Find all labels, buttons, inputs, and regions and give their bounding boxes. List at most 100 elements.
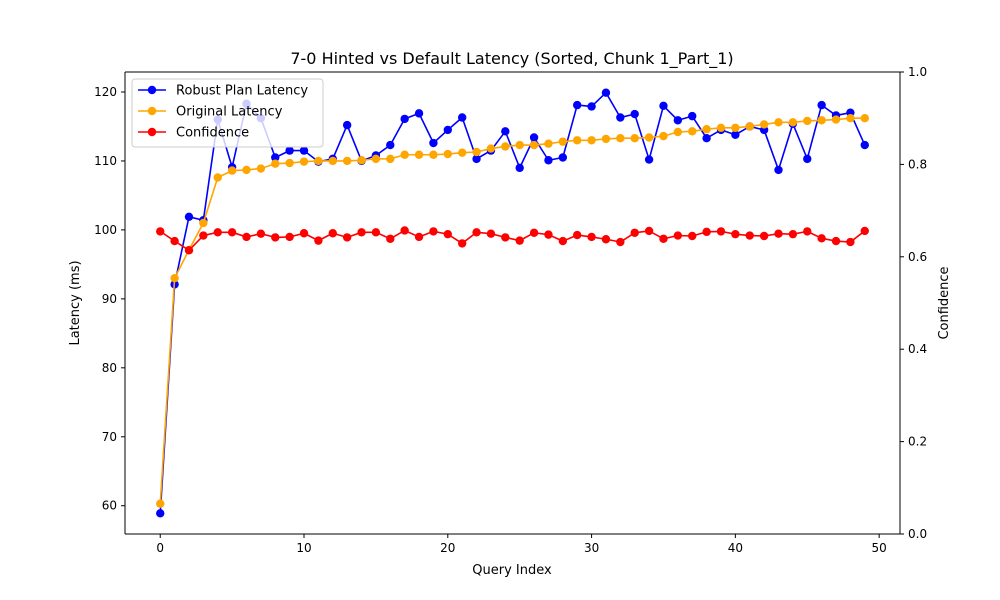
robust-plan-latency-point (702, 134, 711, 143)
y-tick-label: 90 (102, 292, 117, 306)
y-axis-label: Latency (ms) (68, 260, 83, 345)
confidence-point (184, 246, 194, 255)
y2-tick-label: 1.0 (908, 65, 927, 79)
original-latency-point (817, 116, 826, 125)
original-latency-point (357, 156, 366, 165)
confidence-point (357, 228, 366, 237)
legend-item-robust-plan-latency: Robust Plan Latency (138, 84, 308, 99)
confidence-point (544, 230, 553, 239)
robust-plan-latency-point (558, 153, 568, 162)
original-latency-point (702, 125, 711, 134)
y-axis-ticks: 60 70 80 90 100 110 120 (94, 85, 125, 513)
confidence-point (400, 226, 409, 235)
original-latency-point (745, 122, 754, 131)
robust-plan-latency-point (860, 140, 869, 150)
robust-plan-latency-point (386, 140, 395, 150)
confidence-point (501, 233, 510, 242)
original-latency-point (285, 158, 294, 168)
confidence-point (486, 229, 496, 238)
confidence-point (328, 229, 337, 238)
confidence-point (731, 229, 740, 239)
confidence-point (587, 232, 596, 242)
original-latency-point (573, 136, 582, 145)
y2-axis-ticks: 0.0 0.2 0.4 0.6 0.8 1.0 (900, 65, 927, 541)
confidence-point (846, 237, 855, 247)
robust-plan-latency-point (457, 113, 467, 122)
original-latency-point (774, 118, 783, 127)
original-latency-point (256, 164, 266, 173)
robust-plan-latency-point (472, 154, 481, 164)
original-latency-point (242, 165, 251, 175)
y2-tick-label: 0.6 (908, 250, 927, 264)
legend-swatch-marker (147, 85, 157, 95)
robust-plan-latency-point (443, 125, 452, 135)
y-tick-label: 60 (102, 499, 117, 513)
original-latency-point (630, 134, 639, 143)
confidence-point (227, 228, 237, 237)
series-robust-plan-latency (156, 88, 869, 518)
confidence-point (817, 234, 826, 243)
confidence-point (644, 226, 654, 236)
original-latency-point (644, 133, 654, 142)
confidence-point (170, 236, 179, 246)
original-latency-point (429, 150, 438, 159)
y2-tick-label: 0.8 (908, 157, 927, 171)
y-tick-label: 120 (94, 85, 117, 99)
confidence-point (314, 236, 323, 245)
robust-plan-latency-point (616, 113, 625, 122)
robust-plan-latency-point (515, 163, 524, 173)
original-latency-point (616, 134, 625, 143)
confidence-point (429, 227, 438, 236)
confidence-point (702, 227, 711, 237)
confidence-point (156, 227, 165, 236)
x-axis-label: Query Index (472, 563, 552, 578)
original-latency-point (831, 115, 841, 124)
confidence-point (659, 234, 668, 243)
robust-plan-latency-point (688, 111, 697, 121)
legend: Robust Plan Latency Original Latency Confi… (131, 78, 324, 148)
robust-plan-latency-point (501, 127, 510, 136)
original-latency-point (314, 156, 323, 166)
confidence-point (558, 236, 568, 246)
robust-plan-latency-point (573, 100, 582, 110)
series-original-latency (156, 114, 869, 508)
y2-tick-label: 0.2 (908, 435, 927, 449)
original-latency-point (328, 156, 337, 166)
robust-plan-latency-point (429, 138, 438, 148)
x-tick-label: 10 (296, 541, 311, 555)
original-latency-point (803, 116, 812, 126)
robust-plan-latency-point (184, 212, 194, 222)
legend-item-original-latency: Original Latency (138, 105, 283, 120)
robust-plan-latency-point (400, 114, 409, 124)
confidence-point (199, 231, 208, 240)
original-latency-point (673, 127, 683, 137)
confidence-point (371, 228, 381, 237)
y2-tick-label: 0.4 (908, 342, 927, 356)
confidence-point (299, 229, 309, 238)
legend-swatch-marker (147, 127, 157, 137)
original-latency-point (759, 120, 769, 129)
confidence-point (759, 231, 769, 241)
original-latency-point (457, 148, 467, 157)
original-latency-point (558, 137, 568, 146)
x-tick-label: 20 (440, 541, 455, 555)
series-layer (156, 88, 869, 518)
original-latency-point (213, 173, 222, 182)
confidence-line (159, 229, 866, 252)
original-latency-point (271, 159, 280, 168)
x-tick-label: 50 (872, 541, 887, 555)
confidence-point (716, 227, 726, 236)
original-latency-point (414, 150, 424, 159)
legend-label: Robust Plan Latency (176, 84, 308, 99)
confidence-point (515, 236, 524, 245)
original-latency-point (544, 139, 553, 148)
robust-plan-latency-point (731, 130, 740, 139)
original-latency-point (601, 134, 611, 144)
original-latency-point (386, 154, 395, 164)
original-latency-line (159, 117, 865, 504)
robust-plan-latency-point (659, 101, 668, 110)
confidence-point (472, 228, 481, 237)
original-latency-point (501, 142, 510, 151)
confidence-point (688, 231, 697, 241)
